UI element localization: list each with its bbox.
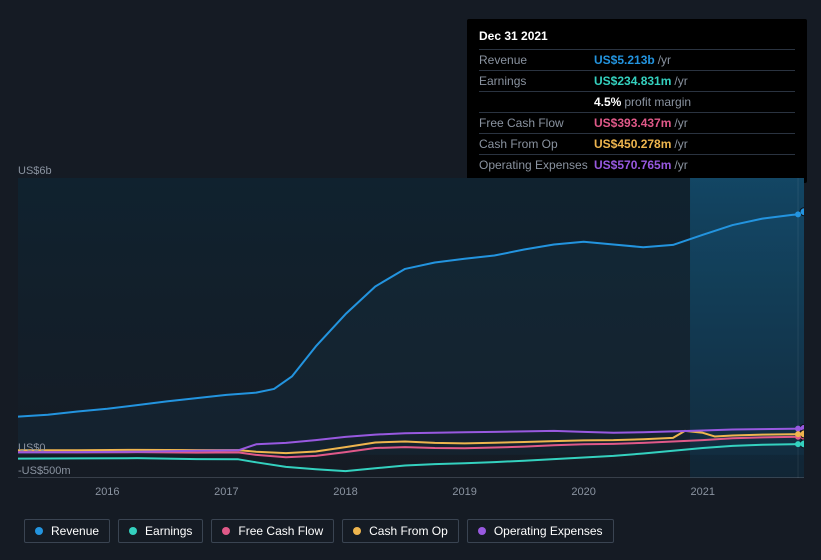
legend-item-earnings[interactable]: Earnings bbox=[118, 519, 203, 543]
legend-item-label: Operating Expenses bbox=[494, 524, 603, 538]
tooltip-row-value: US$234.831m bbox=[594, 74, 671, 88]
tooltip-row-label: Cash From Op bbox=[479, 135, 594, 153]
legend-item-opex[interactable]: Operating Expenses bbox=[467, 519, 614, 543]
chart-plot-area[interactable] bbox=[18, 178, 804, 478]
legend-dot-icon bbox=[222, 527, 230, 535]
tooltip-row-margin: 4.5%profit margin bbox=[479, 91, 795, 112]
tooltip-row-label: Operating Expenses bbox=[479, 156, 594, 174]
x-axis-label: 2020 bbox=[571, 486, 595, 498]
hover-tooltip: Dec 31 2021 RevenueUS$5.213b/yrEarningsU… bbox=[467, 19, 807, 183]
tooltip-row-value: US$393.437m bbox=[594, 116, 671, 130]
tooltip-row-value: US$5.213b bbox=[594, 53, 655, 67]
y-axis-label: US$6b bbox=[18, 165, 52, 177]
x-axis-label: 2017 bbox=[214, 486, 238, 498]
tooltip-row-label: Free Cash Flow bbox=[479, 114, 594, 132]
tooltip-row-value: US$450.278m bbox=[594, 137, 671, 151]
legend-item-cfo[interactable]: Cash From Op bbox=[342, 519, 459, 543]
legend-item-label: Cash From Op bbox=[369, 524, 448, 538]
tooltip-date: Dec 31 2021 bbox=[479, 27, 795, 45]
x-axis-label: 2018 bbox=[333, 486, 357, 498]
tooltip-row-value: 4.5% bbox=[594, 95, 621, 109]
tooltip-row-label: Earnings bbox=[479, 72, 594, 90]
legend-dot-icon bbox=[35, 527, 43, 535]
tooltip-row-unit: profit margin bbox=[624, 95, 691, 109]
legend-dot-icon bbox=[478, 527, 486, 535]
legend-item-label: Earnings bbox=[145, 524, 192, 538]
tooltip-row-label bbox=[479, 93, 594, 111]
tooltip-row-earnings: EarningsUS$234.831m/yr bbox=[479, 70, 795, 91]
y-axis-label: US$0 bbox=[18, 442, 46, 454]
x-axis-label: 2019 bbox=[452, 486, 476, 498]
tooltip-row-unit: /yr bbox=[674, 74, 687, 88]
tooltip-row-label: Revenue bbox=[479, 51, 594, 69]
tooltip-row-unit: /yr bbox=[674, 116, 687, 130]
line-chart-svg bbox=[18, 178, 804, 478]
tooltip-row-fcf: Free Cash FlowUS$393.437m/yr bbox=[479, 112, 795, 133]
tooltip-row-value: US$570.765m bbox=[594, 158, 671, 172]
tooltip-row-unit: /yr bbox=[674, 158, 687, 172]
legend-item-revenue[interactable]: Revenue bbox=[24, 519, 110, 543]
x-axis-label: 2021 bbox=[691, 486, 715, 498]
legend-item-label: Free Cash Flow bbox=[238, 524, 323, 538]
y-axis-label: -US$500m bbox=[18, 465, 71, 477]
x-axis-label: 2016 bbox=[95, 486, 119, 498]
legend-item-fcf[interactable]: Free Cash Flow bbox=[211, 519, 334, 543]
tooltip-row-revenue: RevenueUS$5.213b/yr bbox=[479, 49, 795, 70]
chart-legend: Revenue Earnings Free Cash Flow Cash From O… bbox=[24, 519, 614, 543]
legend-dot-icon bbox=[353, 527, 361, 535]
tooltip-row-opex: Operating ExpensesUS$570.765m/yr bbox=[479, 154, 795, 175]
legend-dot-icon bbox=[129, 527, 137, 535]
tooltip-row-cfo: Cash From OpUS$450.278m/yr bbox=[479, 133, 795, 154]
legend-item-label: Revenue bbox=[51, 524, 99, 538]
tooltip-row-unit: /yr bbox=[658, 53, 671, 67]
tooltip-row-unit: /yr bbox=[674, 137, 687, 151]
